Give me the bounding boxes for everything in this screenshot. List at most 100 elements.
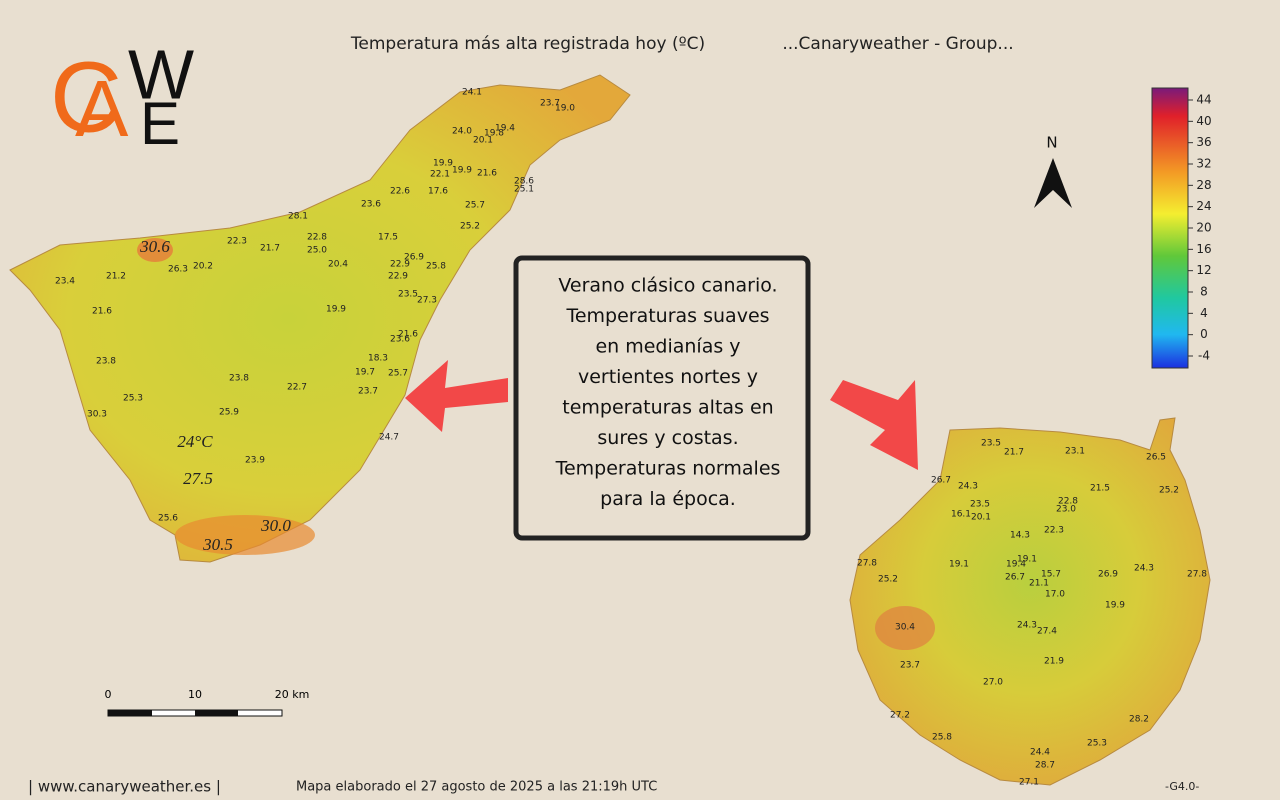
legend-label: 28 [1196,178,1211,192]
highlight-label: 30.5 [202,535,233,554]
station-label: 22.8 [1058,497,1078,507]
station-label: 25.3 [123,394,143,404]
station-label: 24.1 [462,88,482,98]
arrow-right [830,380,918,470]
highlight-label: 24°C [177,432,213,451]
highlight-label: 30.6 [139,237,170,256]
station-label: 24.3 [1017,621,1037,631]
legend-label: 24 [1196,199,1211,213]
station-label: 23.8 [96,357,116,367]
annotation-line: Verano clásico canario. [558,275,777,297]
station-label: 25.7 [465,201,485,211]
footer-site: | www.canaryweather.es | [28,778,221,796]
station-label: 23.8 [229,374,249,384]
legend-label: -4 [1198,349,1210,363]
station-label: 19.0 [555,104,575,114]
station-label: 19.7 [355,368,375,378]
logo-letter: C [50,41,122,153]
station-label: 25.6 [158,514,178,524]
station-label: 22.6 [390,187,410,197]
station-label: 19.9 [433,159,453,169]
station-label: 27.2 [890,711,910,721]
station-label: 27.1 [1019,778,1039,788]
legend-label: 44 [1196,93,1211,107]
station-label: 25.8 [426,262,446,272]
station-label: 27.3 [417,296,437,306]
logo-letter: W [128,35,194,113]
annotation-line: Temperaturas normales [555,458,781,480]
annotation-line: temperaturas altas en [562,397,773,419]
station-label: 19.9 [1105,601,1125,611]
station-label: 25.2 [878,575,898,585]
group: ...Canaryweather - Group... [782,34,1013,54]
station-label: 26.9 [1098,570,1118,580]
station-label: 25.0 [307,246,327,256]
station-label: 21.7 [260,244,280,254]
station-label: 28.6 [514,177,534,187]
station-label: 26.3 [168,265,188,275]
annotation-line: para la época. [600,488,736,510]
station-label: 22.7 [287,383,307,393]
scale-bar [107,709,283,717]
station-label: 25.8 [932,733,952,743]
legend-label: 36 [1196,135,1211,149]
gran-canaria [849,417,1211,786]
compass-arrow [1034,158,1072,208]
station-label: 25.1 [514,185,534,195]
annotation-box [513,255,811,541]
station-label: 22.3 [227,237,247,247]
station-label: 20.1 [473,136,493,146]
station-label: 21.7 [1004,448,1024,458]
station-label: 24.3 [958,482,978,492]
title: Temperatura más alta registrada hoy (ºC) [350,34,705,54]
legend-label: 4 [1200,306,1208,320]
station-label: 21.6 [398,330,418,340]
logo-letter: A [75,64,129,153]
station-label: 30.3 [87,410,107,420]
station-label: 19.1 [949,560,969,570]
station-label: 19.9 [326,305,346,315]
station-label: 25.2 [460,222,480,232]
station-label: 26.9 [404,253,424,263]
station-label: 21.6 [477,169,497,179]
legend-label: 0 [1200,327,1208,341]
legend-label: 20 [1196,221,1211,235]
station-label: 17.5 [378,233,398,243]
station-label: 21.6 [92,307,112,317]
station-label: 16.1 [951,510,971,520]
station-label: 25.2 [1159,486,1179,496]
station-label: 23.6 [390,335,410,345]
station-label: 18.3 [368,354,388,364]
legend-label: 12 [1196,263,1211,277]
station-label: 26.7 [931,476,951,486]
station-label: 23.7 [900,661,920,671]
station-label: 17.0 [1045,590,1065,600]
station-label: 19.9 [452,166,472,176]
station-label: 28.2 [1129,715,1149,725]
station-label: 15.7 [1041,570,1061,580]
station-label: 28.7 [1035,761,1055,771]
station-label: 25.9 [219,408,239,418]
legend-label: 32 [1196,157,1211,171]
station-label: 22.9 [390,260,410,270]
logo: C A W E [50,35,194,156]
station-label: 26.5 [1146,453,1166,463]
station-label: 23.5 [981,439,1001,449]
arrow-left [405,360,508,432]
station-label: 22.1 [430,170,450,180]
station-label: 25.3 [1087,739,1107,749]
station-label: 24.3 [1134,564,1154,574]
station-label: 28.1 [288,212,308,222]
annotation-line: vertientes nortes y [578,366,758,388]
tenerife [9,74,631,563]
station-label: 24.0 [452,127,472,137]
west-hot-zone [137,238,173,262]
station-label: 23.7 [540,99,560,109]
legend-label: 8 [1200,285,1208,299]
footer-version: -G4.0- [1165,780,1199,793]
south-hot-zone [175,515,315,555]
station-label: 27.4 [1037,627,1057,637]
annotation-line: sures y costas. [597,427,738,449]
station-label: 30.4 [895,623,915,633]
scale-label: 20 km [275,688,310,701]
